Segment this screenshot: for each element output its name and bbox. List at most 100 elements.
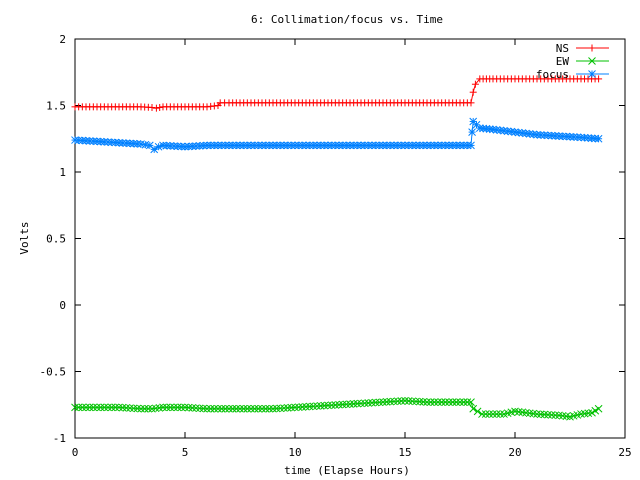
data-point-ew	[104, 403, 112, 412]
data-point-focus	[555, 132, 563, 140]
legend-label-focus: focus	[536, 68, 569, 81]
data-point-ew	[430, 398, 439, 406]
data-point-focus	[195, 141, 204, 150]
series-line-ns	[75, 78, 599, 109]
x-tick-label: 10	[288, 446, 301, 459]
y-tick-label: 0.5	[46, 233, 66, 246]
data-point-focus	[591, 134, 599, 143]
data-point-ew	[452, 398, 461, 406]
data-point-ew	[250, 404, 259, 413]
data-point-ew	[96, 403, 105, 412]
data-point-ew	[221, 404, 230, 413]
x-tick-label: 5	[182, 446, 189, 459]
data-point-ew	[140, 404, 149, 413]
data-point-ew	[459, 398, 468, 406]
data-point-ew	[177, 403, 186, 412]
data-point-ew	[434, 398, 442, 406]
x-tick-label: 15	[398, 446, 411, 459]
data-point-ew	[225, 404, 233, 413]
data-point-ew	[346, 400, 354, 408]
data-point-focus	[430, 141, 439, 150]
data-point-ew	[375, 398, 384, 407]
data-point-ew	[214, 404, 222, 413]
axis-ticks: 0 5 10 15 20 25 -1 -0.5 0 0.5 1 1.5 2	[40, 33, 632, 459]
data-point-focus	[133, 139, 142, 148]
data-point-ew	[243, 404, 252, 413]
data-point-ew	[313, 402, 321, 410]
data-point-focus	[294, 141, 303, 150]
data-point-ns	[156, 103, 164, 111]
data-point-ew	[269, 404, 277, 413]
data-point-ew	[382, 398, 391, 406]
data-point-ew	[364, 399, 373, 407]
legend-marker-focus	[588, 70, 596, 78]
data-point-focus	[166, 141, 175, 150]
data-point-ew	[85, 403, 94, 412]
data-point-ew	[533, 410, 541, 418]
data-point-focus	[170, 142, 178, 150]
data-point-focus	[408, 141, 417, 150]
data-point-ew	[280, 404, 288, 412]
x-tick-label: 0	[72, 446, 79, 459]
data-point-focus	[250, 141, 259, 150]
legend-label-ew: EW	[556, 55, 570, 68]
data-point-ew	[291, 403, 299, 412]
data-point-ew	[184, 403, 193, 412]
data-point-ew	[276, 404, 285, 413]
data-point-focus	[338, 141, 347, 150]
data-point-ns	[595, 75, 603, 83]
data-point-ew	[206, 404, 215, 413]
data-point-ew	[338, 400, 347, 409]
data-point-focus	[154, 142, 163, 151]
data-point-focus	[188, 142, 197, 151]
data-point-ew	[89, 403, 98, 412]
data-point-ew	[401, 396, 409, 405]
data-point-focus	[107, 138, 116, 147]
x-tick-label: 20	[508, 446, 521, 459]
data-point-focus	[239, 141, 248, 150]
data-point-ew	[448, 398, 457, 406]
series-ew	[71, 396, 603, 421]
data-point-focus	[276, 141, 285, 150]
data-point-ew	[166, 403, 175, 412]
data-point-ew	[469, 404, 478, 413]
data-point-focus	[159, 141, 167, 150]
data-point-ew	[82, 403, 90, 412]
data-point-ew	[390, 397, 398, 406]
data-point-ew	[272, 404, 281, 413]
data-point-focus	[302, 141, 310, 150]
data-point-ew	[536, 410, 545, 419]
data-point-ew	[547, 411, 556, 419]
data-point-ew	[173, 403, 182, 412]
data-point-ew	[489, 410, 497, 418]
data-point-ew	[423, 398, 431, 406]
data-point-ew	[342, 400, 351, 409]
data-point-ew	[386, 397, 395, 406]
data-point-ew	[170, 403, 178, 412]
data-point-ew	[115, 403, 123, 412]
data-point-ew	[122, 403, 131, 412]
data-point-ew	[353, 399, 362, 408]
data-point-focus	[118, 139, 127, 147]
data-point-ew	[302, 402, 310, 411]
data-point-focus	[82, 136, 90, 145]
data-point-ew	[78, 403, 87, 412]
data-point-ew	[287, 403, 296, 412]
data-point-ew	[412, 397, 420, 406]
data-point-focus	[93, 137, 101, 146]
data-point-ew	[100, 403, 109, 412]
series-focus	[71, 117, 603, 154]
data-point-ew	[415, 397, 424, 406]
data-point-ew	[544, 410, 552, 419]
data-point-ew	[492, 410, 501, 418]
data-point-ew	[188, 403, 197, 412]
data-point-ew	[247, 404, 255, 413]
data-point-focus	[162, 141, 171, 150]
data-point-focus	[225, 141, 233, 150]
data-point-ew	[159, 403, 167, 412]
y-tick-label: -1	[53, 432, 66, 445]
data-point-ew	[203, 404, 211, 413]
data-point-ew	[144, 404, 153, 413]
data-point-focus	[364, 141, 373, 150]
